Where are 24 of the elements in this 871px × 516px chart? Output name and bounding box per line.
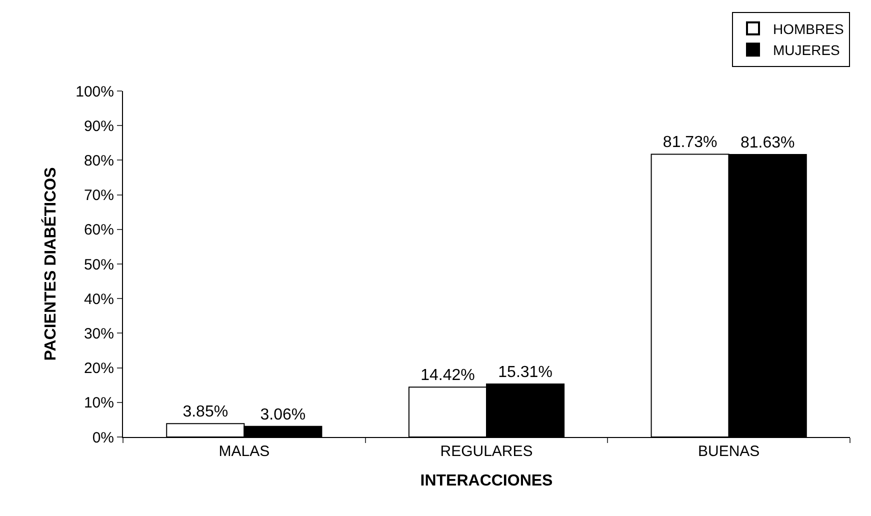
- y-tick-label: 70%: [84, 187, 114, 204]
- data-label: 15.31%: [498, 364, 552, 382]
- y-tick-label: 0%: [92, 429, 114, 446]
- data-label: 81.63%: [740, 134, 795, 152]
- y-tick-label: 80%: [84, 152, 114, 170]
- y-tick-label: 30%: [84, 325, 114, 342]
- y-tick-label: 40%: [84, 290, 114, 308]
- x-tick-label: REGULARES: [440, 443, 533, 460]
- legend-label: MUJERES: [773, 42, 840, 58]
- data-label: 14.42%: [420, 367, 475, 384]
- y-tick-label: 100%: [76, 83, 114, 100]
- y-tick-label: 90%: [84, 118, 114, 135]
- y-tick-label: 50%: [84, 256, 114, 274]
- y-tick-label: 10%: [84, 394, 114, 412]
- y-axis-title: PACIENTES DIABÉTICOS: [40, 166, 60, 361]
- y-tick-label: 20%: [84, 360, 114, 378]
- x-tick-label: BUENAS: [698, 443, 760, 460]
- x-tick-label: MALAS: [218, 443, 270, 460]
- data-label: 3.06%: [260, 406, 306, 424]
- data-label: 3.85%: [182, 404, 228, 421]
- legend-label: HOMBRES: [773, 20, 844, 37]
- x-axis-title: INTERACCIONES: [420, 472, 554, 490]
- data-label: 81.73%: [662, 134, 718, 152]
- y-tick-label: 60%: [84, 222, 114, 239]
